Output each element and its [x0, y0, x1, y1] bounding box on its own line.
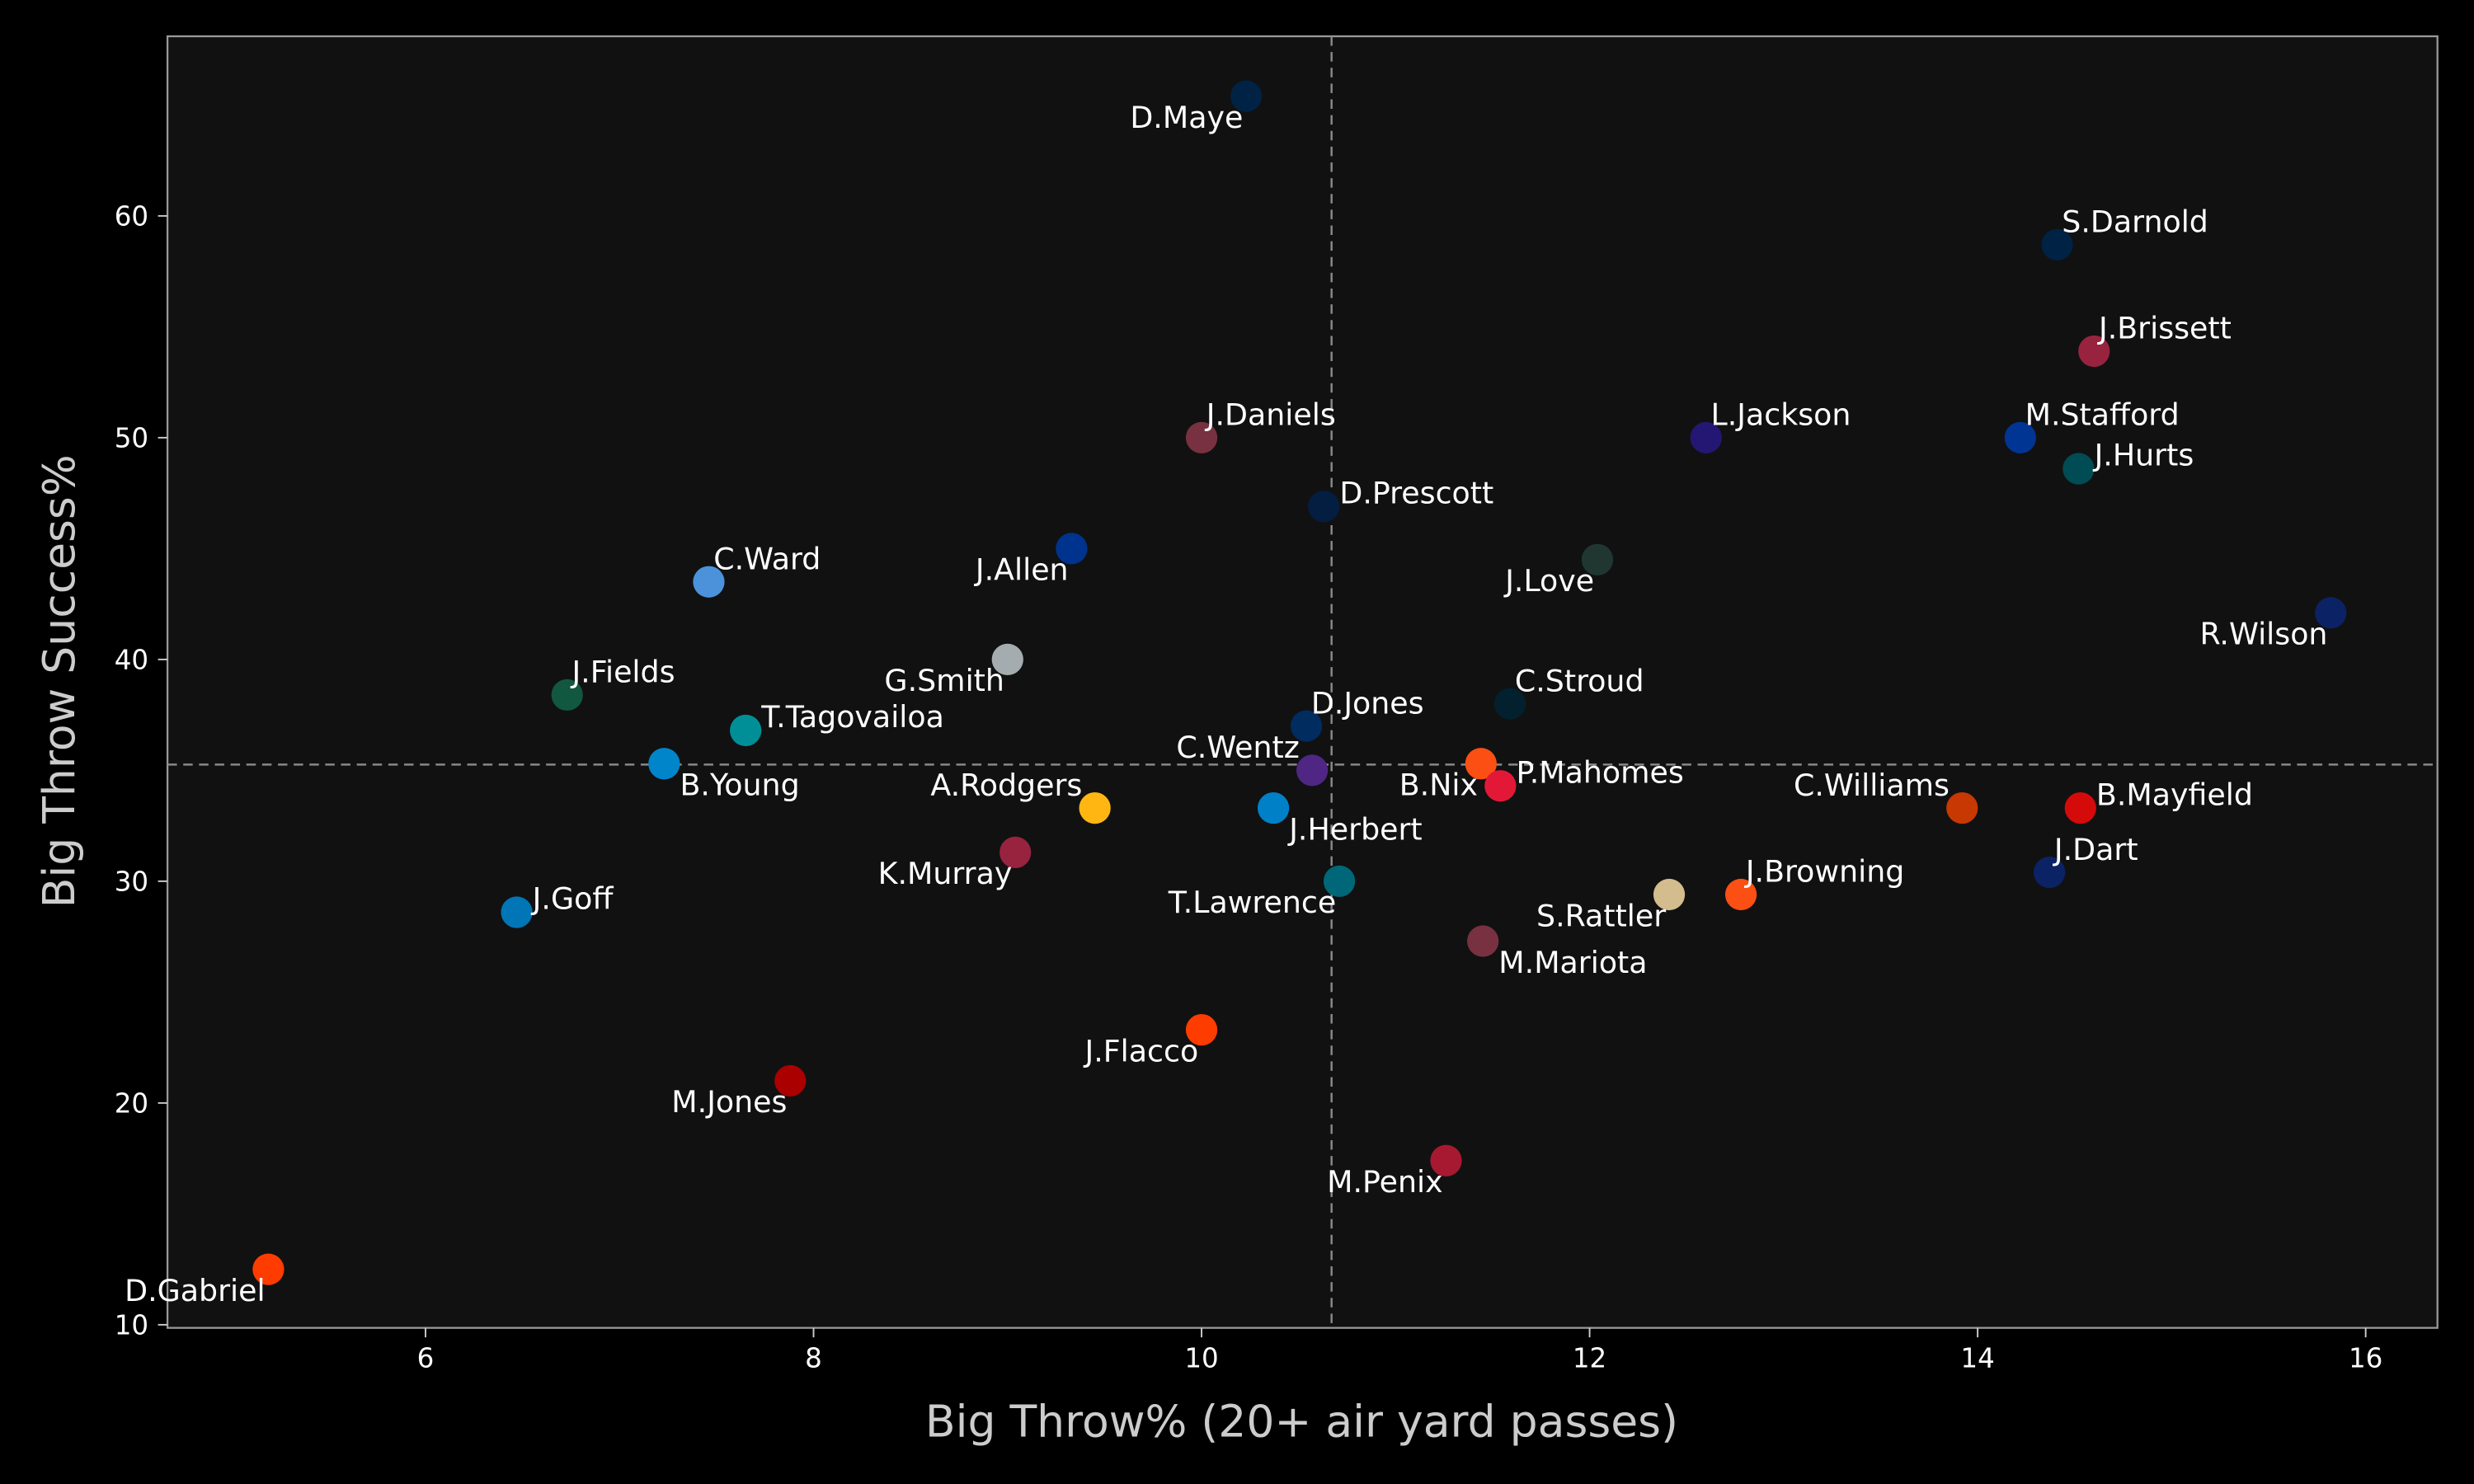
point-label: B.Nix: [1399, 768, 1478, 803]
data-point: [2034, 856, 2066, 889]
x-tick-label: 14: [1960, 1342, 1994, 1374]
point-label: T.Lawrence: [1168, 885, 1336, 920]
data-point: [2062, 453, 2095, 485]
data-point: [1653, 878, 1686, 911]
y-tick-label: 60: [115, 200, 148, 232]
point-label: S.Rattler: [1536, 898, 1666, 933]
point-label: L.Jackson: [1710, 397, 1851, 433]
point-label: M.Stafford: [2025, 397, 2180, 433]
point-label: C.Wentz: [1176, 730, 1299, 765]
point-label: P.Mahomes: [1516, 754, 1683, 790]
point-label: J.Fields: [570, 655, 675, 690]
data-point: [1185, 1013, 1218, 1046]
data-point: [1323, 865, 1356, 897]
data-point: [1290, 710, 1323, 742]
data-point: [1308, 491, 1340, 523]
x-tick-label: 6: [417, 1342, 435, 1374]
x-tick-label: 16: [2349, 1342, 2382, 1374]
point-label: M.Penix: [1327, 1164, 1442, 1200]
point-label: J.Browning: [1744, 854, 1904, 890]
point-label: J.Daniels: [1205, 397, 1336, 433]
x-tick-label: 8: [805, 1342, 822, 1374]
point-label: J.Goff: [531, 881, 614, 917]
data-point: [1056, 533, 1088, 565]
data-point: [1185, 421, 1218, 454]
data-point: [1467, 925, 1499, 957]
point-label: A.Rodgers: [930, 768, 1082, 803]
x-tick-label: 10: [1184, 1342, 1218, 1374]
data-point: [1257, 791, 1290, 824]
point-label: J.Brissett: [2097, 311, 2232, 346]
data-point: [999, 836, 1032, 869]
point-label: D.Maye: [1130, 100, 1243, 135]
point-label: D.Gabriel: [125, 1273, 265, 1308]
data-point: [648, 748, 680, 780]
y-tick-label: 40: [115, 644, 148, 675]
data-point: [1724, 878, 1757, 911]
y-axis-label: Big Throw Success%: [33, 454, 85, 908]
data-point: [1690, 421, 1722, 454]
data-point: [501, 896, 533, 928]
data-point: [1946, 791, 1978, 824]
point-label: J.Flacco: [1084, 1033, 1199, 1068]
point-label: D.Prescott: [1339, 475, 1493, 510]
data-point: [1079, 791, 1111, 824]
point-label: J.Dart: [2053, 832, 2138, 867]
point-label: C.Williams: [1794, 768, 1950, 803]
x-axis-label: Big Throw% (20+ air yard passes): [925, 1396, 1678, 1448]
point-label: K.Murray: [878, 856, 1013, 891]
data-point: [551, 679, 583, 711]
y-tick-label: 50: [115, 422, 148, 453]
data-point: [2315, 597, 2347, 629]
point-label: C.Stroud: [1515, 663, 1644, 698]
point-label: S.Darnold: [2062, 204, 2208, 240]
point-label: T.Tagovailoa: [760, 699, 944, 735]
data-point: [1230, 80, 1263, 112]
point-label: R.Wilson: [2199, 617, 2327, 652]
point-label: M.Mariota: [1498, 945, 1647, 980]
data-point: [1493, 688, 1526, 720]
point-label: D.Jones: [1311, 685, 1424, 721]
data-point: [774, 1064, 807, 1097]
point-label: C.Ward: [713, 541, 821, 576]
point-label: J.Herbert: [1287, 811, 1422, 847]
data-point: [252, 1253, 285, 1285]
data-point: [2078, 335, 2110, 368]
data-point: [2004, 421, 2036, 454]
y-tick-label: 30: [115, 866, 148, 897]
point-label: G.Smith: [884, 663, 1004, 698]
point-label: J.Allen: [974, 552, 1069, 588]
point-label: B.Mayfield: [2096, 777, 2253, 812]
data-point: [1430, 1144, 1462, 1176]
data-point: [1484, 770, 1517, 802]
data-point: [730, 714, 762, 747]
y-tick-label: 10: [115, 1309, 148, 1341]
point-label: J.Hurts: [2093, 438, 2194, 473]
data-point: [2064, 791, 2096, 824]
data-point: [1581, 543, 1614, 575]
data-point: [2041, 228, 2073, 261]
x-tick-label: 12: [1573, 1342, 1606, 1374]
point-label: M.Jones: [671, 1084, 787, 1120]
y-tick-label: 20: [115, 1087, 148, 1119]
data-point: [693, 566, 725, 598]
data-point: [1296, 754, 1329, 787]
point-label: J.Love: [1503, 563, 1594, 599]
point-label: B.Young: [680, 768, 799, 803]
data-point: [991, 643, 1023, 676]
data-point: [1465, 748, 1497, 780]
